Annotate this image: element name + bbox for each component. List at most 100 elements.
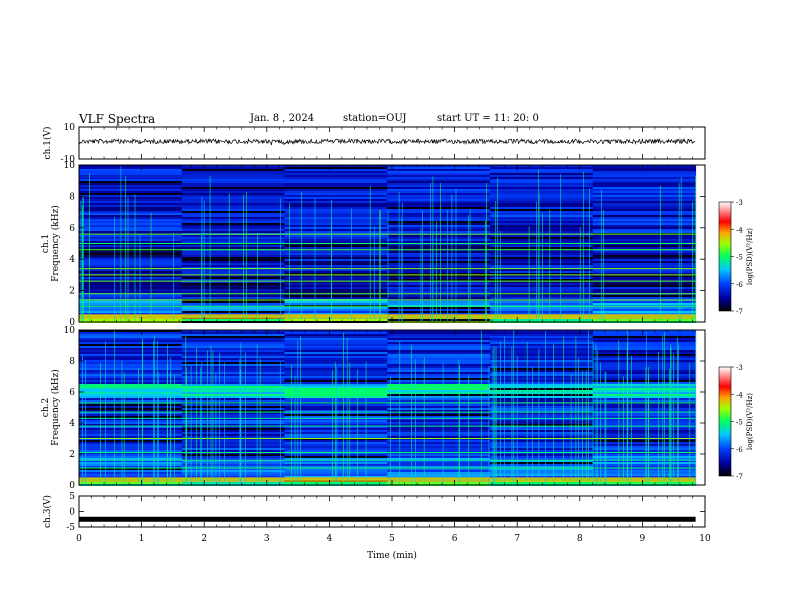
spectrogram-cell: [592, 251, 697, 253]
spectrogram-cell: [387, 171, 491, 173]
spectrogram-cell: [387, 468, 491, 470]
spectrogram-cell: [387, 336, 491, 338]
x-tick-label: 0: [76, 534, 82, 544]
spectrogram-cell: [181, 279, 286, 281]
spectrogram-cell: [284, 229, 388, 231]
spectrogram-cell: [181, 283, 286, 285]
spectrogram-cell: [181, 390, 286, 392]
spectrogram-cell: [490, 450, 594, 452]
spectrogram-cell: [79, 376, 183, 378]
spectrogram-cell: [181, 197, 286, 199]
spectrogram-cell: [79, 231, 183, 233]
spectrogram-cell: [284, 372, 388, 374]
spectrogram-cell: [181, 217, 286, 219]
spectrogram-cell: [592, 165, 697, 167]
spectrogram-cell: [592, 382, 697, 384]
spectrogram-cell: [592, 462, 697, 464]
spectrogram-cell: [79, 223, 183, 225]
spectrogram-cell: [284, 259, 388, 261]
spectrogram-cell: [284, 466, 388, 468]
spectrogram-cell: [284, 283, 388, 285]
spectrogram-cell: [490, 458, 594, 460]
spectrogram-cell: [387, 332, 491, 334]
spectrogram-cell: [490, 448, 594, 450]
spectrogram-cell: [387, 175, 491, 177]
spectrogram-cell: [79, 295, 183, 297]
spectrogram-cell: [387, 295, 491, 297]
spectrogram-cell: [387, 169, 491, 171]
spectrogram-cell: [79, 191, 183, 193]
spectrogram-cell: [490, 193, 594, 195]
spectrogram-cell: [592, 348, 697, 350]
spectrogram-cell: [79, 338, 183, 340]
spectrogram-cell: [79, 185, 183, 187]
start-time-label: start UT = 11: 20: 0: [437, 113, 539, 124]
y-tick-label: -5: [66, 523, 75, 533]
spectrogram-cell: [592, 384, 697, 386]
spectrogram-cell: [284, 468, 388, 470]
spectrogram-cell: [490, 330, 594, 332]
spectrogram-cell: [490, 213, 594, 215]
spectrogram-cell: [79, 273, 183, 275]
spectrogram-cell: [592, 279, 697, 281]
spectrogram-cell: [79, 450, 183, 452]
spectrogram-cell: [284, 227, 388, 229]
spectrogram-cell: [592, 197, 697, 199]
spectrogram-cell: [592, 358, 697, 360]
spectrogram-cell: [592, 430, 697, 432]
spectrogram-cell: [181, 263, 286, 265]
spectrogram-cell: [181, 414, 286, 416]
spectrogram-cell: [592, 416, 697, 418]
spectrogram-cell: [490, 191, 594, 193]
y-axis-label: ch.1(V): [42, 127, 53, 160]
x-tick-label: 2: [201, 534, 207, 544]
spectrogram-cell: [387, 370, 491, 372]
spectrogram-cell: [79, 364, 183, 366]
spectrogram-cell: [490, 408, 594, 410]
spectrogram-cell: [181, 358, 286, 360]
spectrogram-cell: [79, 319, 183, 321]
spectrogram-cell: [387, 227, 491, 229]
spectrogram-cell: [284, 195, 388, 197]
spectrogram-cell: [490, 428, 594, 430]
spectrogram-cell: [181, 382, 286, 384]
spectrogram-cell: [79, 177, 183, 179]
spectrogram-cell: [490, 177, 594, 179]
spectrogram-cell: [592, 380, 697, 382]
spectrogram-cell: [592, 352, 697, 354]
spectrogram-cell: [592, 366, 697, 368]
spectrogram-cell: [592, 195, 697, 197]
y-axis-label: Frequency (kHz): [50, 205, 61, 282]
spectrogram-cell: [490, 406, 594, 408]
spectrogram-cell: [387, 472, 491, 474]
spectrogram-cell: [79, 436, 183, 438]
colorbar-tick-label: -7: [736, 473, 743, 481]
spectrogram-cell: [592, 482, 697, 484]
spectrogram-cell: [284, 193, 388, 195]
spectrogram-cell: [592, 205, 697, 207]
spectrogram-cell: [79, 183, 183, 185]
spectrogram-cell: [284, 215, 388, 217]
spectrogram-cell: [181, 241, 286, 243]
spectrogram-cell: [490, 313, 594, 315]
spectrogram-cell: [490, 207, 594, 209]
spectrogram-cell: [284, 245, 388, 247]
spectrogram-cell: [592, 287, 697, 289]
spectrogram-cell: [490, 426, 594, 428]
spectrogram-cell: [181, 370, 286, 372]
spectrogram-cell: [181, 406, 286, 408]
spectrogram-cell: [490, 464, 594, 466]
spectrogram-cell: [79, 215, 183, 217]
spectrogram-cell: [181, 259, 286, 261]
spectrogram-cell: [387, 183, 491, 185]
spectrogram-cell: [79, 179, 183, 181]
spectrogram-cell: [284, 223, 388, 225]
spectrogram-cell: [284, 344, 388, 346]
spectrogram-cell: [181, 476, 286, 478]
spectrogram-cell: [592, 199, 697, 201]
spectrogram-cell: [181, 237, 286, 239]
spectrogram-cell: [181, 386, 286, 388]
spectrogram-cell: [284, 173, 388, 175]
spectrogram-cell: [181, 350, 286, 352]
spectrogram-cell: [387, 269, 491, 271]
